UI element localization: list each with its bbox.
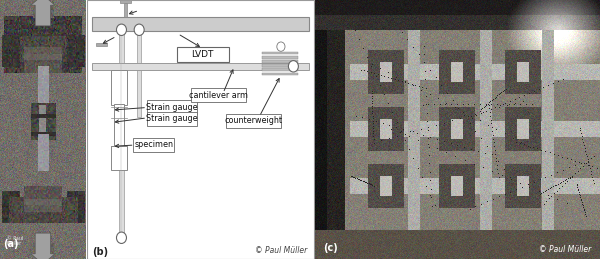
Circle shape xyxy=(116,232,127,243)
Circle shape xyxy=(134,24,144,35)
Text: Strain gauge: Strain gauge xyxy=(146,114,198,123)
Circle shape xyxy=(116,24,127,35)
Text: counterweight: counterweight xyxy=(224,116,283,125)
Text: (b): (b) xyxy=(92,247,108,257)
Text: (c): (c) xyxy=(323,243,338,253)
Bar xyxy=(92,63,309,70)
Bar xyxy=(92,17,309,31)
FancyArrow shape xyxy=(31,233,55,259)
Bar xyxy=(124,3,127,17)
Bar xyxy=(262,56,298,59)
FancyBboxPatch shape xyxy=(147,112,197,126)
Bar xyxy=(114,104,124,148)
Bar xyxy=(137,31,142,117)
FancyBboxPatch shape xyxy=(147,100,197,114)
Bar xyxy=(262,64,298,67)
Bar xyxy=(24,199,62,212)
Text: Strain gauge: Strain gauge xyxy=(146,103,198,112)
Text: © Paul
Müller: © Paul Müller xyxy=(7,236,23,247)
Bar xyxy=(262,68,298,71)
Text: © Paul Müller: © Paul Müller xyxy=(539,245,592,254)
Bar xyxy=(112,70,127,105)
Bar xyxy=(119,31,124,238)
Text: cantilever arm: cantilever arm xyxy=(189,91,248,100)
FancyArrow shape xyxy=(31,0,55,26)
FancyBboxPatch shape xyxy=(133,138,175,152)
FancyBboxPatch shape xyxy=(176,47,229,62)
Text: specimen: specimen xyxy=(134,140,173,149)
Text: LVDT: LVDT xyxy=(191,50,214,59)
Bar xyxy=(262,73,298,75)
FancyBboxPatch shape xyxy=(226,114,281,128)
Bar xyxy=(262,60,298,63)
Bar xyxy=(24,47,62,60)
Circle shape xyxy=(289,61,298,72)
Text: (a): (a) xyxy=(4,239,19,249)
Text: © Paul Müller: © Paul Müller xyxy=(255,246,307,255)
Bar xyxy=(262,52,298,54)
Bar xyxy=(96,43,107,46)
FancyBboxPatch shape xyxy=(191,88,246,102)
Circle shape xyxy=(277,42,285,51)
Bar xyxy=(112,146,127,170)
Bar xyxy=(120,0,131,3)
